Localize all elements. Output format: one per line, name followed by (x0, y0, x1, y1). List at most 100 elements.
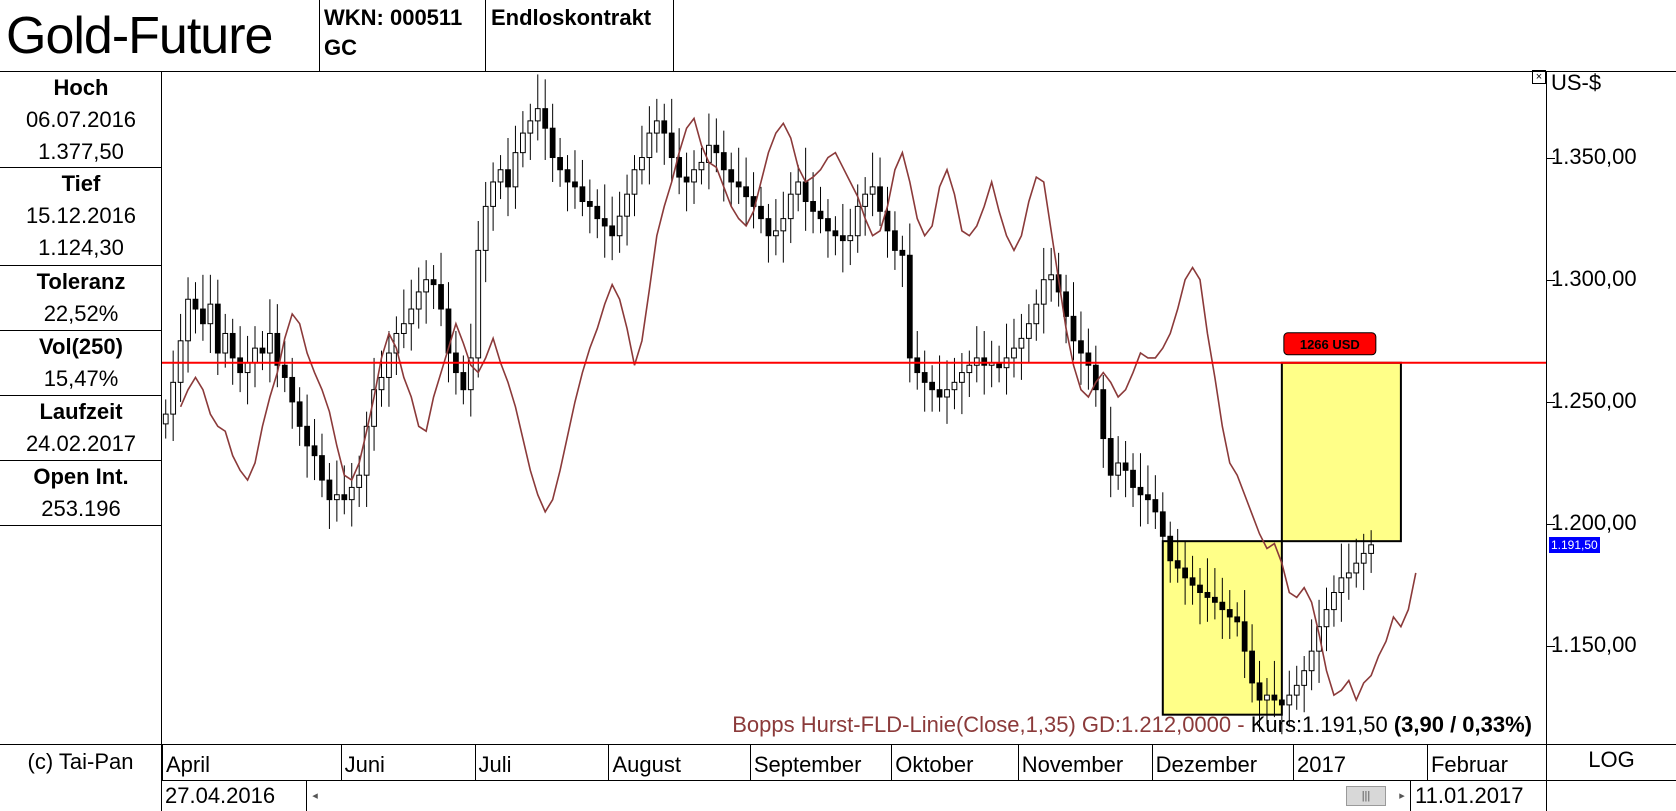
candle-body (1070, 315, 1077, 342)
scroll-left-icon[interactable]: ◂ (312, 790, 318, 802)
candle-body (304, 425, 310, 447)
y-tick-mark (1547, 646, 1555, 648)
price-change-text: (3,90 / 0,33%) (1393, 712, 1532, 737)
indicator-legend: Bopps Hurst-FLD-Linie(Close,1,35) GD:1.2… (732, 712, 1245, 737)
y-tick-mark (1547, 524, 1555, 526)
candle-body (1085, 352, 1092, 366)
time-scroll-bar[interactable]: 27.04.2016 ◂ ||| ▸ 11.01.2017 (162, 780, 1546, 811)
candle-body (386, 352, 392, 378)
candle-body (1338, 577, 1345, 593)
candle-body (810, 201, 816, 212)
x-tick-label: August (608, 745, 749, 781)
stat-low: Tief 15.12.2016 1.124,30 (0, 168, 162, 266)
visible-start-date: 27.04.2016 (162, 781, 307, 811)
y-tick-mark (1547, 401, 1555, 403)
candle-body (430, 279, 437, 286)
y-tick-label: 1.300,00 (1551, 265, 1637, 291)
scroll-thumb[interactable]: ||| (1346, 786, 1386, 806)
candle-body (497, 169, 504, 183)
candle-body (1316, 626, 1322, 652)
candle-body (1345, 572, 1352, 579)
x-axis: April Juni Juli August September Oktober Novem… (162, 744, 1546, 781)
close-icon[interactable]: × (1532, 70, 1546, 84)
chart-legend: Bopps Hurst-FLD-Linie(Close,1,35) GD:1.2… (732, 712, 1532, 738)
y-tick-label: 1.150,00 (1551, 632, 1637, 658)
candle-body (311, 445, 318, 457)
candle-body (728, 169, 735, 183)
candle-body (1353, 562, 1360, 574)
stat-value: 253.196 (41, 496, 121, 521)
hurst-fld-line (179, 116, 1417, 703)
candle-body (1011, 347, 1017, 359)
candle-body (892, 230, 898, 251)
candle-body (467, 357, 474, 391)
stat-maturity: Laufzeit 24.02.2017 (0, 396, 162, 461)
candle-body (1115, 462, 1122, 476)
candle-body (624, 193, 630, 217)
candle-body (237, 357, 244, 374)
stats-sidebar: Hoch 06.07.2016 1.377,50 Tief 15.12.2016… (0, 72, 162, 744)
stat-open-interest: Open Int. 253.196 (0, 461, 162, 526)
candle-body (549, 127, 556, 159)
x-tick-label: Juli (474, 745, 609, 781)
candle-body (289, 376, 296, 403)
candle-body (222, 332, 229, 354)
candle-body (1137, 486, 1144, 496)
price-chart[interactable]: 1266 USD × Bopps Hurst-FLD-Linie(Close,1… (162, 70, 1546, 744)
candle-body (854, 205, 861, 237)
candle-body (363, 425, 370, 476)
candle-body (735, 181, 742, 188)
log-scale-toggle[interactable]: LOG (1546, 744, 1676, 780)
candle-body (207, 303, 214, 325)
resistance-badge (1283, 332, 1377, 356)
candle-body (661, 120, 668, 134)
scroll-right-icon[interactable]: ▸ (1399, 790, 1405, 802)
candle-body (951, 381, 958, 391)
instrument-title: Gold-Future (0, 0, 320, 72)
candle-body (281, 364, 288, 378)
candle-body (1063, 291, 1069, 317)
x-tick-label: Februar (1426, 745, 1546, 781)
resistance-badge-label: 1266 USD (1300, 337, 1360, 352)
candle-body (653, 120, 660, 134)
candle-body (326, 479, 333, 501)
x-tick-label: September (749, 745, 891, 781)
x-tick-label: April (162, 745, 341, 781)
candle-body (564, 169, 571, 183)
candle-body (1048, 274, 1055, 281)
y-tick-label: 1.350,00 (1551, 143, 1637, 169)
candle-body (676, 157, 683, 178)
candle-body (400, 323, 407, 334)
candle-body (1301, 670, 1308, 686)
candle-body (787, 193, 794, 220)
candle-body (1219, 601, 1226, 611)
candle-body (177, 340, 184, 383)
candle-body (356, 474, 363, 488)
candle-body (408, 308, 415, 325)
candle-body (639, 157, 645, 171)
candle-body (1271, 694, 1278, 701)
candle-body (884, 210, 891, 232)
chart-canvas[interactable]: 1266 USD (162, 72, 1546, 744)
candle-body (1368, 544, 1375, 554)
candle-body (832, 230, 839, 237)
candle-body (698, 161, 705, 171)
candle-body (1360, 552, 1367, 564)
candle-body (944, 389, 950, 398)
candle-body (1025, 323, 1032, 339)
y-axis-unit: US-$ (1551, 70, 1602, 95)
candle-body (862, 193, 869, 207)
candle-body (973, 357, 980, 366)
candle-body (1256, 682, 1263, 701)
candle-body (780, 218, 787, 232)
visible-end-date: 11.01.2017 (1410, 781, 1546, 811)
candle-body (1159, 511, 1166, 537)
wkn-block: WKN: 000511 GC (320, 0, 486, 72)
candle-body (601, 218, 608, 227)
stat-label: Vol(250) (39, 334, 123, 359)
candle-body (259, 347, 266, 354)
candle-body (1100, 389, 1107, 440)
wkn-label: WKN: 000511 (324, 5, 463, 30)
x-tick-label: Oktober (891, 745, 1017, 781)
candle-body (1323, 609, 1330, 628)
